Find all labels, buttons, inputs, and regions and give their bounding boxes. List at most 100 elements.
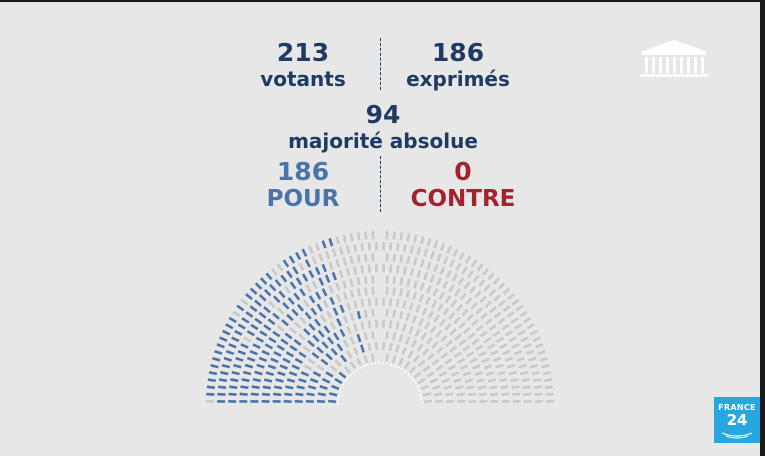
seat-empty (535, 343, 544, 349)
seat-empty (392, 231, 396, 240)
seat-empty (433, 314, 441, 323)
seat-pour (301, 248, 308, 257)
seat-pour (220, 371, 229, 376)
seat-pour (272, 330, 281, 338)
seat-empty (432, 288, 439, 297)
seat-pour (286, 378, 296, 383)
seat-pour (218, 378, 228, 383)
seat-empty (442, 256, 449, 265)
seat-empty (440, 334, 448, 343)
seat-empty (408, 302, 414, 311)
seat-empty (412, 354, 420, 363)
seat-empty (500, 385, 509, 389)
seat-pour (254, 282, 263, 290)
seat-empty (343, 366, 352, 374)
seat-pour (258, 356, 268, 363)
seat-empty (475, 344, 484, 351)
seat-empty (392, 276, 397, 285)
seat-pour (254, 370, 263, 376)
seat-empty (506, 363, 516, 369)
seat-empty (499, 343, 508, 350)
seat-empty (449, 328, 457, 336)
seat-empty (302, 345, 311, 353)
seat-empty (517, 329, 526, 336)
seat-empty (456, 392, 465, 397)
seat-pour (321, 263, 327, 273)
seat-empty (407, 350, 414, 359)
seat-empty (401, 346, 408, 356)
seat-empty (335, 236, 340, 245)
seat-pour (256, 363, 265, 369)
seat-pour (280, 338, 289, 346)
seat-pour (316, 346, 324, 354)
seat-pour (356, 333, 362, 343)
seat-pour (277, 371, 286, 377)
seat-empty (429, 250, 436, 260)
seat-pour (281, 319, 289, 327)
seat-empty (523, 392, 532, 396)
seat-pour (233, 363, 242, 369)
seat-empty (514, 349, 523, 356)
seat-empty (474, 371, 483, 377)
seat-empty (482, 267, 490, 276)
seat-pour (249, 287, 258, 295)
seat-pour (321, 288, 328, 297)
seat-pour (310, 307, 318, 316)
seat-pour (207, 378, 216, 383)
seat-empty (406, 255, 411, 265)
seat-pour (276, 344, 285, 351)
seat-pour (308, 269, 315, 279)
seat-empty (483, 364, 493, 370)
seat-empty (316, 364, 325, 372)
seat-empty (497, 370, 506, 376)
seat-empty (338, 269, 344, 279)
seat-empty (406, 278, 411, 287)
seat-pour (334, 377, 343, 385)
seat-empty (505, 330, 514, 337)
seat-pour (249, 305, 258, 313)
seat-pour (327, 336, 334, 345)
seat-empty (427, 352, 435, 361)
seat-pour (315, 291, 322, 300)
seat-empty (417, 377, 426, 385)
seat-empty (453, 316, 461, 325)
seat-empty (438, 291, 445, 300)
seat-empty (498, 377, 508, 383)
seat-empty (302, 299, 310, 308)
seat-empty (495, 363, 504, 369)
seat-empty (435, 329, 443, 338)
seat-empty (346, 350, 353, 359)
seat-pour (278, 290, 286, 299)
seat-empty (467, 392, 476, 397)
seat-empty (463, 281, 471, 290)
seat-pour (296, 303, 305, 312)
seat-pour (273, 295, 281, 303)
seat-empty (439, 318, 446, 327)
seat-empty (367, 264, 371, 273)
seat-empty (418, 294, 425, 303)
seat-empty (349, 233, 354, 242)
seat-empty (420, 384, 429, 391)
seat-pour (228, 392, 237, 396)
seat-pour (329, 392, 338, 397)
france24-brand-number: 24 (726, 411, 748, 429)
seat-pour (312, 334, 320, 343)
seat-empty (527, 356, 537, 362)
seat-empty (462, 344, 471, 352)
seat-empty (311, 256, 318, 265)
seat-pour (312, 371, 322, 378)
seat-empty (501, 323, 510, 331)
majorite-stat: 94 majorité absolue (268, 102, 498, 151)
seat-empty (445, 339, 453, 348)
seat-empty (522, 385, 531, 389)
seat-empty (414, 328, 421, 338)
seat-empty (392, 287, 396, 296)
seat-empty (403, 361, 411, 370)
seat-empty (418, 318, 424, 327)
seat-empty (349, 255, 354, 265)
seat-empty (422, 365, 431, 373)
seat-empty (490, 349, 499, 356)
seat-empty (360, 298, 365, 308)
seat-empty (484, 318, 493, 326)
seat-empty (429, 274, 436, 283)
